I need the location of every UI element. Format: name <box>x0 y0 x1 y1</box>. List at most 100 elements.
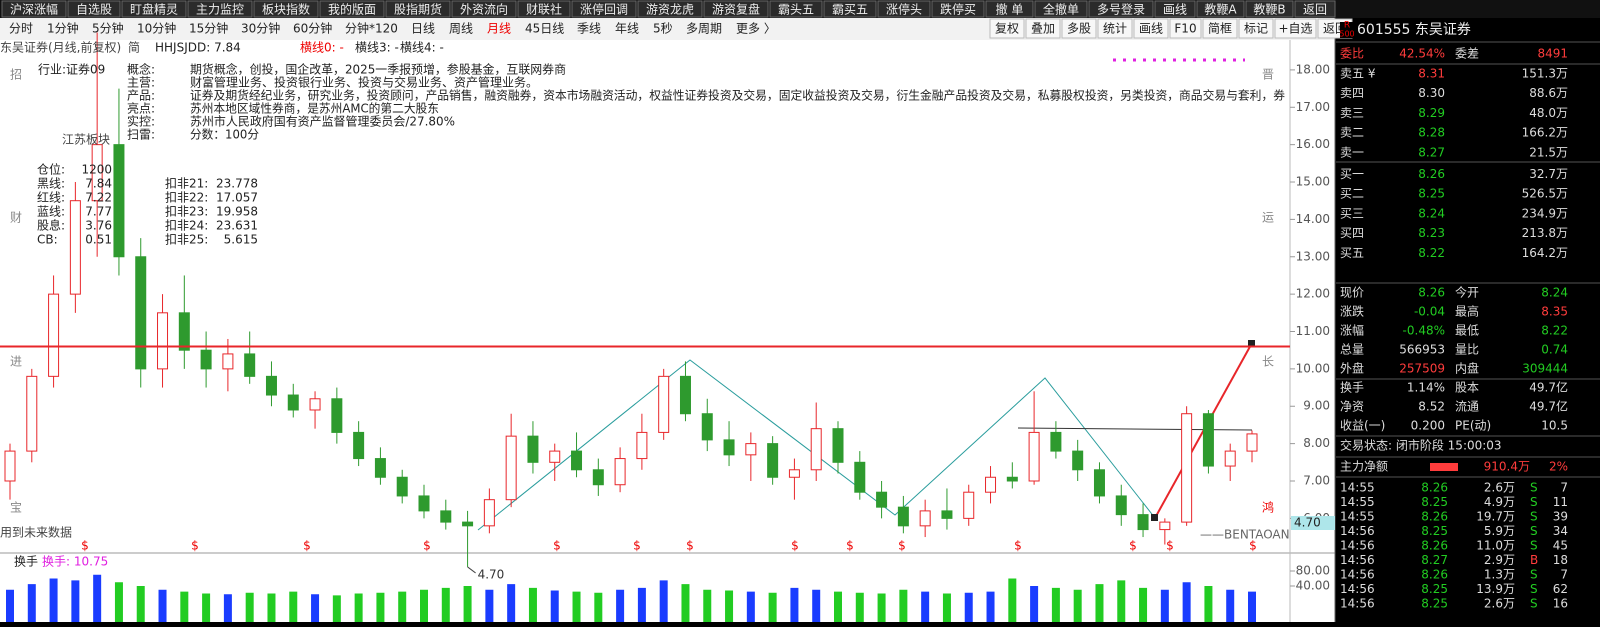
toolbar-button[interactable] <box>121 0 187 18</box>
period-button[interactable]: 60分钟 <box>293 21 332 36</box>
toolbar-button-label[interactable]: 盯盘精灵 <box>130 2 178 17</box>
toolbar-button-label[interactable]: 跌停买 <box>940 2 976 17</box>
period-button[interactable]: 5秒 <box>653 22 673 36</box>
period-button[interactable]: 10分钟 <box>137 21 176 36</box>
toolbar-button-label[interactable]: 教鞭A <box>1204 2 1237 17</box>
side-label: 鸿 <box>1262 501 1274 515</box>
stat-label: 扣非25: <box>165 233 208 247</box>
toolbar-button-label[interactable]: 我的版面 <box>328 2 376 17</box>
toolbar-button[interactable] <box>1 0 67 18</box>
toolbar-button[interactable] <box>1154 0 1196 18</box>
tool-button[interactable] <box>1061 18 1097 39</box>
toolbar-button[interactable] <box>931 0 985 18</box>
tool-button-label[interactable]: 画线 <box>1139 22 1163 36</box>
tool-button-label[interactable]: 多股 <box>1067 22 1091 36</box>
toolbar-button-label[interactable]: 霸买五 <box>832 3 868 17</box>
toolbar-button-label[interactable]: 教鞭B <box>1253 2 1285 17</box>
toolbar-button-label[interactable]: 板块指数 <box>262 2 310 17</box>
toolbar-button-label[interactable]: 主力监控 <box>196 3 244 17</box>
toolbar-button-label[interactable]: 涨停回调 <box>580 2 628 17</box>
toolbar-button[interactable] <box>187 0 253 18</box>
tool-button[interactable] <box>1274 18 1317 39</box>
toolbar-button[interactable] <box>385 0 451 18</box>
period-button[interactable]: 30分钟 <box>241 21 280 36</box>
toolbar-button-label[interactable]: 外资流向 <box>460 2 508 17</box>
toolbar-button[interactable] <box>1196 0 1245 18</box>
toolbar-button[interactable] <box>451 0 517 18</box>
toolbar-button[interactable] <box>877 0 931 18</box>
tool-button-label[interactable]: +自选 <box>1278 22 1312 36</box>
toolbar-button-label[interactable]: 返回 <box>1303 3 1327 17</box>
chart-header-item: 横线4: - <box>400 41 444 55</box>
toolbar-button[interactable] <box>1088 0 1154 18</box>
trade-count: 62 <box>1553 582 1568 596</box>
toolbar-button[interactable] <box>67 0 121 18</box>
toolbar-button[interactable] <box>253 0 319 18</box>
candle-body <box>1028 431 1040 482</box>
candle-body <box>1115 495 1127 516</box>
toolbar-button[interactable] <box>1245 0 1294 18</box>
tool-button[interactable] <box>1133 18 1169 39</box>
period-button[interactable]: 45日线 <box>525 22 564 36</box>
toolbar-button-label[interactable]: 画线 <box>1163 3 1187 17</box>
toolbar-button-label[interactable]: 自选股 <box>76 3 112 17</box>
trade-time: 14:56 <box>1340 553 1375 567</box>
toolbar-button-label[interactable]: 游资复盘 <box>712 2 760 17</box>
period-button[interactable]: 分钟*120 <box>345 21 398 36</box>
period-button[interactable]: 年线 <box>615 22 639 36</box>
stat-label: 股息: <box>37 218 65 233</box>
trade-side: B <box>1530 553 1538 567</box>
toolbar-button[interactable] <box>571 0 637 18</box>
tool-button[interactable] <box>989 18 1025 39</box>
toolbar-button[interactable] <box>637 0 703 18</box>
tool-button-label[interactable]: 叠加 <box>1031 22 1055 36</box>
stock-code: 601555 东吴证券 <box>1357 22 1471 38</box>
quote-label: 外盘 <box>1340 361 1364 376</box>
period-button[interactable]: 分时 <box>9 22 33 36</box>
candle-body <box>157 312 169 370</box>
period-button[interactable]: 更多 〉 <box>736 22 776 36</box>
period-button[interactable]: 15分钟 <box>189 21 228 36</box>
toolbar-button-label[interactable]: 沪深涨幅 <box>10 2 58 17</box>
toolbar-button-label[interactable]: 涨停头 <box>886 2 922 17</box>
toolbar-button[interactable] <box>703 0 769 18</box>
tool-button[interactable] <box>1238 18 1274 39</box>
tool-button[interactable] <box>1169 18 1202 39</box>
tool-button[interactable] <box>1025 18 1061 39</box>
tool-button-label[interactable]: 简框 <box>1208 22 1232 36</box>
signal-marker: $ <box>81 539 89 553</box>
toolbar-button[interactable] <box>1034 0 1088 18</box>
period-button[interactable]: 季线 <box>577 22 601 36</box>
period-button[interactable]: 5分钟 <box>92 21 124 36</box>
period-button[interactable]: 多周期 <box>686 22 722 36</box>
toolbar-button[interactable] <box>1294 0 1336 18</box>
period-button[interactable]: 1分钟 <box>47 21 79 36</box>
side-label: 招 <box>10 68 22 82</box>
toolbar-button-label[interactable]: 股指期货 <box>394 2 442 17</box>
toolbar-button[interactable] <box>985 0 1034 18</box>
toolbar-button-label[interactable]: 多号登录 <box>1097 2 1145 17</box>
stat-label: 黑线: <box>37 177 65 191</box>
period-button[interactable]: 周线 <box>449 22 473 36</box>
toolbar-button-label[interactable]: 撤 单 <box>996 2 1024 17</box>
toolbar-button[interactable] <box>319 0 385 18</box>
tool-button[interactable] <box>1202 18 1238 39</box>
tool-button-label[interactable]: F10 <box>1174 22 1196 36</box>
toolbar-button[interactable] <box>517 0 571 18</box>
toolbar-button-label[interactable]: 游资龙虎 <box>646 3 694 17</box>
period-button[interactable]: 日线 <box>411 22 435 36</box>
tool-button-label[interactable]: 标记 <box>1244 22 1268 36</box>
candle-body <box>723 439 735 456</box>
tool-button-label[interactable]: 统计 <box>1103 22 1127 36</box>
toolbar-button-label[interactable]: 财联社 <box>526 2 562 17</box>
toolbar-button[interactable] <box>823 0 877 18</box>
tool-button-label[interactable]: 复权 <box>995 22 1019 36</box>
toolbar-button-label[interactable]: 霸头五 <box>778 3 814 17</box>
tool-button[interactable] <box>1097 18 1133 39</box>
stat-label: 扣非22: <box>165 191 208 205</box>
toolbar-button[interactable] <box>769 0 823 18</box>
volume-bar <box>790 587 799 622</box>
toolbar-button-label[interactable]: 全撤单 <box>1043 2 1079 17</box>
period-button[interactable]: 月线 <box>487 22 511 36</box>
volume-bar <box>550 590 559 622</box>
